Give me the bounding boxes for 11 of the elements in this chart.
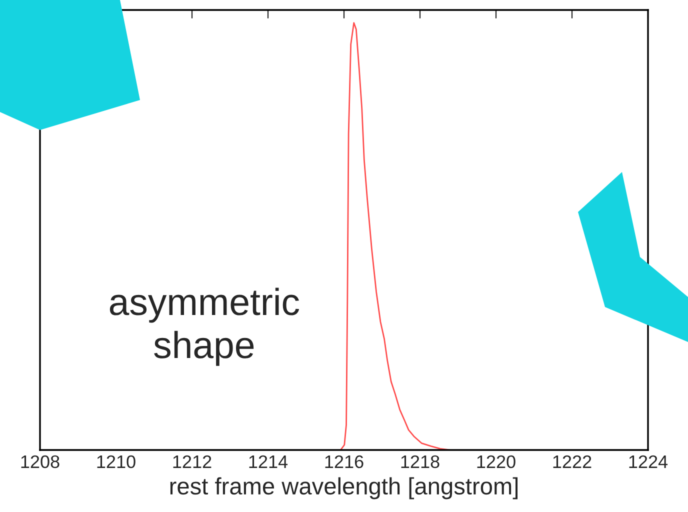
x-tick-label: 1210	[97, 455, 136, 468]
x-tick-label: 1218	[401, 455, 440, 468]
x-axis-title: rest frame wavelength [angstrom]	[170, 477, 518, 500]
x-tick-label: 1224	[629, 455, 668, 468]
x-tick-label: 1212	[173, 455, 212, 468]
x-tick-label: 1222	[553, 455, 592, 468]
x-tick-label: 1214	[249, 455, 288, 468]
x-tick-label: 1216	[325, 455, 364, 468]
annotation: asymmetric shape	[110, 288, 300, 366]
x-tick-label: 1220	[477, 455, 516, 468]
x-tick-label: 1208	[21, 455, 60, 468]
